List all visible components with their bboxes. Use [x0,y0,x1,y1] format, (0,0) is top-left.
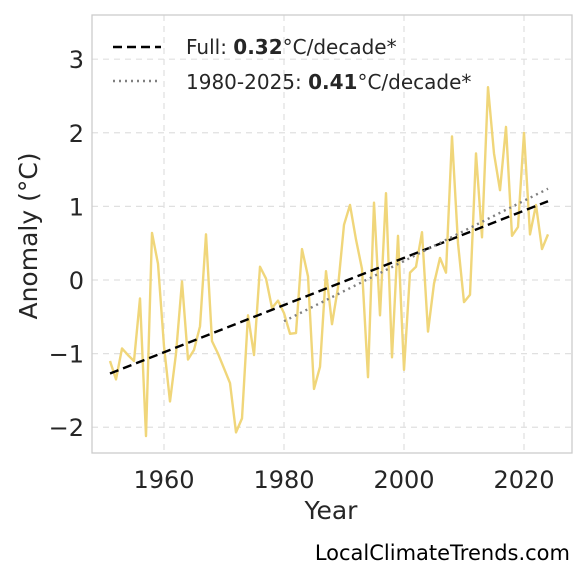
grid [92,15,572,453]
y-tick-label: 1 [69,193,84,221]
credit-text: LocalClimateTrends.com [315,541,570,565]
y-tick-label: −2 [49,414,84,442]
y-tick-label: −1 [49,341,84,369]
x-tick-labels: 1960 1980 2000 2020 [133,466,554,494]
y-tick-label: 0 [69,267,84,295]
x-axis-label: Year [304,496,359,525]
x-tick-label: 2000 [373,466,434,494]
x-tick-label: 1980 [253,466,314,494]
y-tick-label: 3 [69,46,84,74]
full-trend-line [109,200,549,375]
y-axis-label: Anomaly (°C) [14,152,43,319]
legend: Full: 0.32°C/decade* 1980-2025: 0.41°C/d… [113,35,471,94]
y-tick-label: 2 [69,120,84,148]
anomaly-series-line [108,85,550,438]
x-tick-label: 2020 [493,466,554,494]
legend-recent-label: 1980-2025: 0.41°C/decade* [186,70,471,94]
recent-trend-line [283,187,549,323]
legend-full-label: Full: 0.32°C/decade* [186,35,397,59]
x-tick-label: 1960 [133,466,194,494]
plot-frame [91,14,573,454]
plot-lines [108,85,550,438]
y-tick-labels: −2 −1 0 1 2 3 [49,46,84,442]
